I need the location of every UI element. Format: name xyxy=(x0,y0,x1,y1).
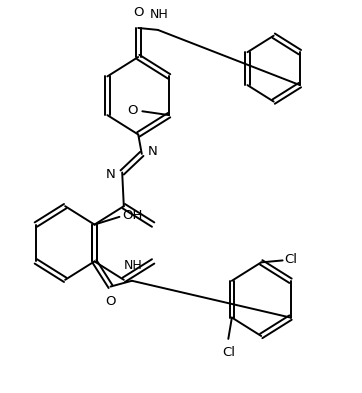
Text: NH: NH xyxy=(123,259,142,272)
Text: O: O xyxy=(105,295,116,308)
Text: N: N xyxy=(106,168,116,181)
Text: O: O xyxy=(133,6,143,19)
Text: O: O xyxy=(127,105,138,118)
Text: Cl: Cl xyxy=(222,346,235,359)
Text: N: N xyxy=(148,145,158,158)
Text: OH: OH xyxy=(122,209,143,222)
Text: Cl: Cl xyxy=(285,253,297,266)
Text: NH: NH xyxy=(150,8,168,21)
